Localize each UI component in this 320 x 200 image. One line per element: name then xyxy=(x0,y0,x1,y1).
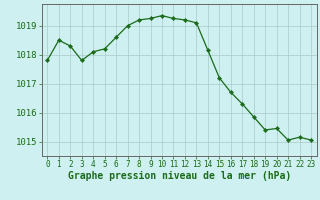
X-axis label: Graphe pression niveau de la mer (hPa): Graphe pression niveau de la mer (hPa) xyxy=(68,171,291,181)
